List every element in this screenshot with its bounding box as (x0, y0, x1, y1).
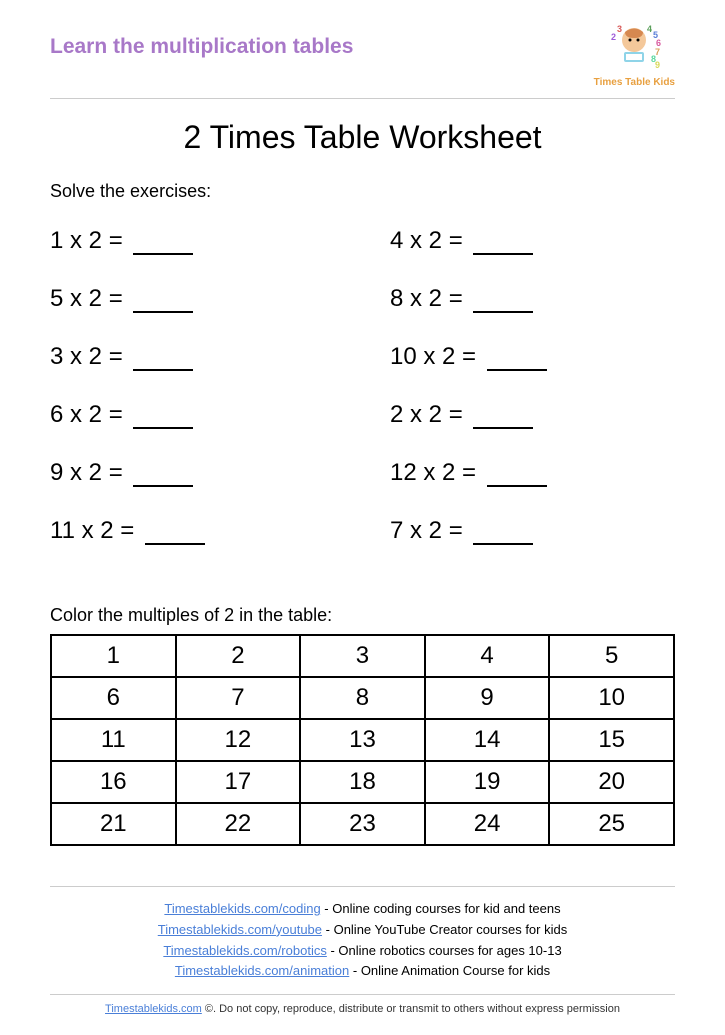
answer-blank[interactable] (473, 253, 533, 255)
table-row: 1 2 3 4 5 (51, 635, 674, 677)
svg-text:2: 2 (611, 32, 616, 42)
answer-blank[interactable] (473, 427, 533, 429)
answer-blank[interactable] (133, 485, 193, 487)
exercise-item: 12 x 2 = (390, 459, 675, 487)
exercise-expression: 12 x 2 = (390, 459, 476, 486)
exercise-item: 10 x 2 = (390, 343, 675, 371)
exercise-expression: 4 x 2 = (390, 227, 463, 254)
footer-link-desc: - Online Animation Course for kids (349, 963, 550, 978)
answer-blank[interactable] (133, 253, 193, 255)
table-cell[interactable]: 11 (51, 719, 176, 761)
instruction-color: Color the multiples of 2 in the table: (50, 605, 675, 626)
table-cell[interactable]: 22 (176, 803, 301, 845)
exercise-item: 9 x 2 = (50, 459, 335, 487)
exercise-item: 5 x 2 = (50, 285, 335, 313)
exercises-container: 1 x 2 = 5 x 2 = 3 x 2 = 6 x 2 = 9 x 2 = … (50, 227, 675, 575)
table-cell[interactable]: 7 (176, 677, 301, 719)
table-cell[interactable]: 14 (425, 719, 550, 761)
header-title: Learn the multiplication tables (50, 35, 353, 59)
answer-blank[interactable] (473, 543, 533, 545)
exercise-item: 6 x 2 = (50, 401, 335, 429)
footer-link-desc: - Online robotics courses for ages 10-13 (327, 943, 562, 958)
footer-links: Timestablekids.com/coding - Online codin… (50, 899, 675, 982)
answer-blank[interactable] (145, 543, 205, 545)
exercise-item: 2 x 2 = (390, 401, 675, 429)
table-cell[interactable]: 10 (549, 677, 674, 719)
answer-blank[interactable] (473, 311, 533, 313)
copyright-link[interactable]: Timestablekids.com (105, 1003, 202, 1015)
exercise-expression: 7 x 2 = (390, 517, 463, 544)
table-cell[interactable]: 2 (176, 635, 301, 677)
answer-blank[interactable] (133, 311, 193, 313)
table-cell[interactable]: 25 (549, 803, 674, 845)
footer-link-desc: - Online YouTube Creator courses for kid… (322, 922, 567, 937)
footer-link-row: Timestablekids.com/youtube - Online YouT… (50, 920, 675, 941)
exercise-item: 3 x 2 = (50, 343, 335, 371)
exercise-item: 1 x 2 = (50, 227, 335, 255)
table-cell[interactable]: 4 (425, 635, 550, 677)
table-row: 16 17 18 19 20 (51, 761, 674, 803)
table-cell[interactable]: 20 (549, 761, 674, 803)
table-cell[interactable]: 8 (300, 677, 425, 719)
table-row: 11 12 13 14 15 (51, 719, 674, 761)
exercises-left-column: 1 x 2 = 5 x 2 = 3 x 2 = 6 x 2 = 9 x 2 = … (50, 227, 335, 575)
exercise-expression: 2 x 2 = (390, 401, 463, 428)
table-cell[interactable]: 12 (176, 719, 301, 761)
table-cell[interactable]: 24 (425, 803, 550, 845)
footer-link[interactable]: Timestablekids.com/robotics (163, 943, 327, 958)
multiples-table: 1 2 3 4 5 6 7 8 9 10 11 12 13 14 15 16 1… (50, 634, 675, 846)
exercise-expression: 5 x 2 = (50, 285, 123, 312)
worksheet-title: 2 Times Table Worksheet (50, 119, 675, 156)
footer-link[interactable]: Timestablekids.com/youtube (158, 922, 322, 937)
copyright-notice: Timestablekids.com ©. Do not copy, repro… (50, 994, 675, 1015)
table-cell[interactable]: 3 (300, 635, 425, 677)
times-table-kids-logo-icon: 4 5 6 7 3 2 8 9 (607, 20, 662, 70)
footer-link-desc: - Online coding courses for kid and teen… (321, 901, 561, 916)
footer-link-row: Timestablekids.com/robotics - Online rob… (50, 941, 675, 962)
answer-blank[interactable] (133, 427, 193, 429)
answer-blank[interactable] (487, 369, 547, 371)
table-row: 6 7 8 9 10 (51, 677, 674, 719)
table-cell[interactable]: 19 (425, 761, 550, 803)
exercise-item: 7 x 2 = (390, 517, 675, 545)
table-cell[interactable]: 21 (51, 803, 176, 845)
table-cell[interactable]: 9 (425, 677, 550, 719)
exercise-expression: 8 x 2 = (390, 285, 463, 312)
exercises-right-column: 4 x 2 = 8 x 2 = 10 x 2 = 2 x 2 = 12 x 2 … (335, 227, 675, 575)
exercise-item: 11 x 2 = (50, 517, 335, 545)
logo-container: 4 5 6 7 3 2 8 9 Times Table Kids (594, 20, 675, 88)
exercise-expression: 10 x 2 = (390, 343, 476, 370)
footer-divider (50, 886, 675, 887)
exercise-expression: 1 x 2 = (50, 227, 123, 254)
table-row: 21 22 23 24 25 (51, 803, 674, 845)
footer-link[interactable]: Timestablekids.com/animation (175, 963, 349, 978)
table-cell[interactable]: 23 (300, 803, 425, 845)
footer-link-row: Timestablekids.com/animation - Online An… (50, 961, 675, 982)
svg-text:3: 3 (617, 24, 622, 34)
instruction-solve: Solve the exercises: (50, 181, 675, 202)
table-cell[interactable]: 15 (549, 719, 674, 761)
exercise-expression: 6 x 2 = (50, 401, 123, 428)
svg-text:4: 4 (647, 24, 652, 34)
exercise-expression: 9 x 2 = (50, 459, 123, 486)
logo-text: Times Table Kids (594, 77, 675, 88)
table-cell[interactable]: 18 (300, 761, 425, 803)
table-cell[interactable]: 17 (176, 761, 301, 803)
exercise-expression: 3 x 2 = (50, 343, 123, 370)
footer-link-row: Timestablekids.com/coding - Online codin… (50, 899, 675, 920)
svg-text:9: 9 (655, 60, 660, 70)
exercise-expression: 11 x 2 = (50, 517, 134, 544)
answer-blank[interactable] (487, 485, 547, 487)
copyright-text: ©. Do not copy, reproduce, distribute or… (202, 1003, 620, 1015)
exercise-item: 8 x 2 = (390, 285, 675, 313)
footer-link[interactable]: Timestablekids.com/coding (164, 901, 320, 916)
table-cell[interactable]: 16 (51, 761, 176, 803)
answer-blank[interactable] (133, 369, 193, 371)
table-cell[interactable]: 1 (51, 635, 176, 677)
table-cell[interactable]: 6 (51, 677, 176, 719)
table-cell[interactable]: 13 (300, 719, 425, 761)
page-header: Learn the multiplication tables 4 5 6 7 … (50, 30, 675, 99)
exercise-item: 4 x 2 = (390, 227, 675, 255)
table-cell[interactable]: 5 (549, 635, 674, 677)
